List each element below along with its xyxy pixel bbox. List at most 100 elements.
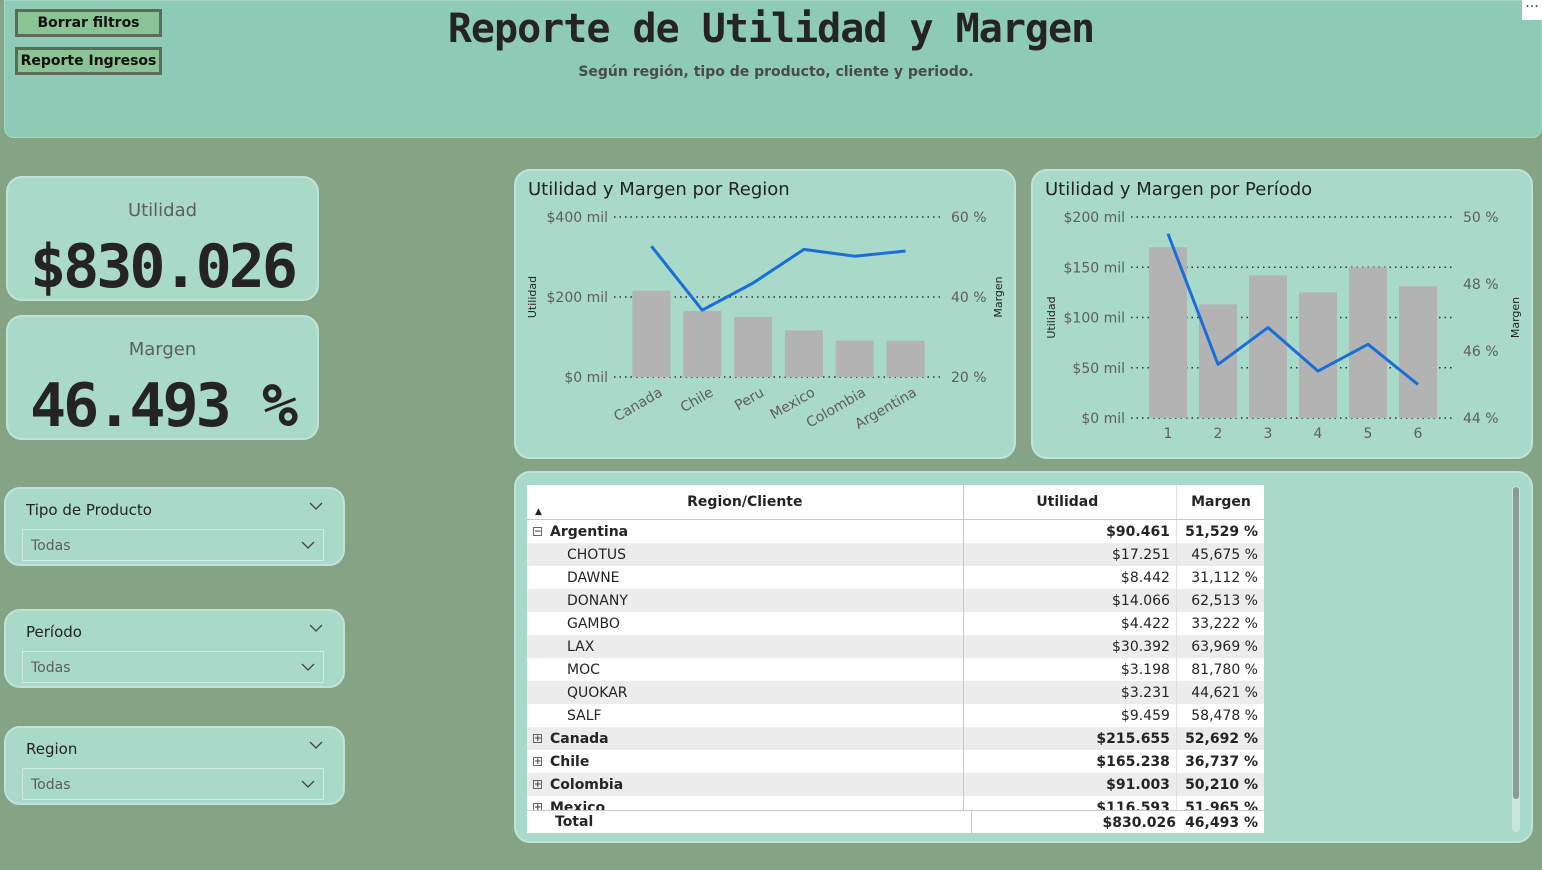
row-utilidad: $14.066 [963,589,1177,612]
row-utilidad: $3.231 [963,681,1177,704]
row-utilidad: $8.442 [963,566,1177,589]
row-margen: 33,222 % [1191,615,1258,632]
y-tick-label: $150 mil [1064,260,1126,276]
row-label: DONANY [567,592,628,609]
row-margen: 63,969 % [1176,635,1264,658]
column-header-region[interactable]: Region/Cliente ▲ [527,485,964,520]
sort-ascending-icon: ▲ [535,507,542,517]
y-axis-title: Utilidad [526,276,539,318]
row-margen: 62,513 % [1176,589,1264,612]
chevron-down-icon[interactable] [309,501,323,511]
row-label: QUOKAR [567,684,628,701]
chart-card-periodo: Utilidad y Margen por Período $0 mil $50 … [1031,169,1533,459]
bar [835,340,874,377]
chart-card-region: Utilidad y Margen por Region $0 mil $200 … [514,169,1016,459]
chevron-down-icon [301,541,315,549]
kpi-value-margen: 46.493 % [30,371,298,441]
x-tick-label: Canada [611,385,665,425]
chart-title: Utilidad y Margen por Region [528,179,790,200]
y-tick-label: $200 mil [547,290,609,306]
bar [683,310,722,377]
slicer-region: Region Todas [4,726,345,805]
y-tick-label: $200 mil [1064,210,1126,226]
expand-icon[interactable]: + [533,757,542,767]
x-tick-label: 3 [1264,426,1273,442]
row-margen: 31,112 % [1191,569,1258,586]
row-label: Chile [550,753,590,770]
clear-filters-button[interactable]: Borrar filtros [15,9,162,37]
y2-axis-title: Margen [992,276,1005,317]
row-label: Canada [550,730,609,747]
slicer-value: Todas [31,538,71,554]
kpi-card-margen: Margen 46.493 % [6,315,319,441]
slicer-title: Region [26,740,78,758]
x-tick-label: Chile [678,385,716,416]
bar [1349,267,1387,418]
table-row[interactable]: DAWNE $8.442 31,112 % [527,566,1264,589]
slicer-title: Período [26,623,82,641]
table-row[interactable]: + Canada $215.655 52,692 % [527,727,1264,750]
table-row[interactable]: + Chile $165.238 36,737 % [527,750,1264,773]
margin-line [650,245,906,312]
chevron-down-icon [301,663,315,671]
header-banner [4,0,1542,138]
slicer-dropdown[interactable]: Todas [22,768,324,800]
table-row[interactable]: SALF $9.459 58,478 % [527,704,1264,727]
table-row[interactable]: DONANY $14.066 62,513 % [527,589,1264,612]
expand-icon[interactable]: + [533,734,542,744]
chevron-down-icon[interactable] [309,740,323,750]
income-report-button[interactable]: Reporte Ingresos [15,47,162,75]
row-utilidad: $90.461 [963,519,1177,543]
row-utilidad: $91.003 [963,773,1177,796]
table-row[interactable]: + Colombia $91.003 50,210 % [527,773,1264,796]
bar [1149,247,1187,418]
y2-axis-title: Margen [1509,297,1522,338]
more-options-icon[interactable]: ··· [1522,0,1542,20]
bar [1299,292,1337,418]
column-header-utilidad[interactable]: Utilidad [963,485,1177,520]
row-label: SALF [567,707,602,724]
slicer-periodo: Período Todas [4,609,345,688]
y2-tick-label: 46 % [1463,344,1499,360]
table-row[interactable]: QUOKAR $3.231 44,621 % [527,681,1264,704]
y-tick-label: $400 mil [547,210,609,226]
column-header-margen[interactable]: Margen [1176,485,1264,520]
row-utilidad: $30.392 [963,635,1177,658]
page-title: Reporte de Utilidad y Margen [447,6,1095,52]
row-utilidad: $3.198 [963,658,1177,681]
y-tick-label: $0 mil [564,370,608,386]
period-chart[interactable]: $0 mil $50 mil $100 mil $150 mil $200 mil 44 … [1033,171,1531,457]
expand-icon[interactable]: + [533,780,542,790]
y-tick-label: $50 mil [1072,361,1125,377]
row-utilidad: $165.238 [963,750,1177,773]
row-margen: 58,478 % [1191,707,1258,724]
row-utilidad: $9.459 [963,704,1177,727]
slicer-dropdown[interactable]: Todas [22,651,324,683]
y2-tick-label: 40 % [951,290,987,306]
table-row[interactable]: − Argentina $90.461 51,529 % [527,519,1264,543]
row-label: Argentina [550,523,629,540]
table-row[interactable]: MOC $3.198 81,780 % [527,658,1264,681]
y2-tick-label: 20 % [951,370,987,386]
collapse-icon[interactable]: − [533,527,542,537]
total-row: Total $830.026 46,493 % [527,810,1264,833]
table-row[interactable]: GAMBO $4.422 33,222 % [527,612,1264,635]
scrollbar-thumb[interactable] [1513,487,1519,799]
y-tick-label: $100 mil [1064,311,1126,327]
matrix-table[interactable]: Region/Cliente ▲ Utilidad Margen − Argent… [527,485,1264,833]
x-tick-label: 6 [1414,426,1423,442]
bar [886,340,925,377]
y-axis-title: Utilidad [1045,296,1058,338]
slicer-dropdown[interactable]: Todas [22,529,324,561]
table-row[interactable]: LAX $30.392 63,969 % [527,635,1264,658]
chevron-down-icon[interactable] [309,623,323,633]
x-tick-label: Peru [732,385,767,414]
kpi-card-utilidad: Utilidad $830.026 [6,176,319,302]
table-row[interactable]: CHOTUS $17.251 45,675 % [527,543,1264,566]
y2-tick-label: 50 % [1463,210,1499,226]
row-utilidad: $4.422 [963,612,1177,635]
y2-tick-label: 48 % [1463,277,1499,293]
row-margen: 52,692 % [1176,727,1264,750]
slicer-tipo-producto: Tipo de Producto Todas [4,487,345,566]
